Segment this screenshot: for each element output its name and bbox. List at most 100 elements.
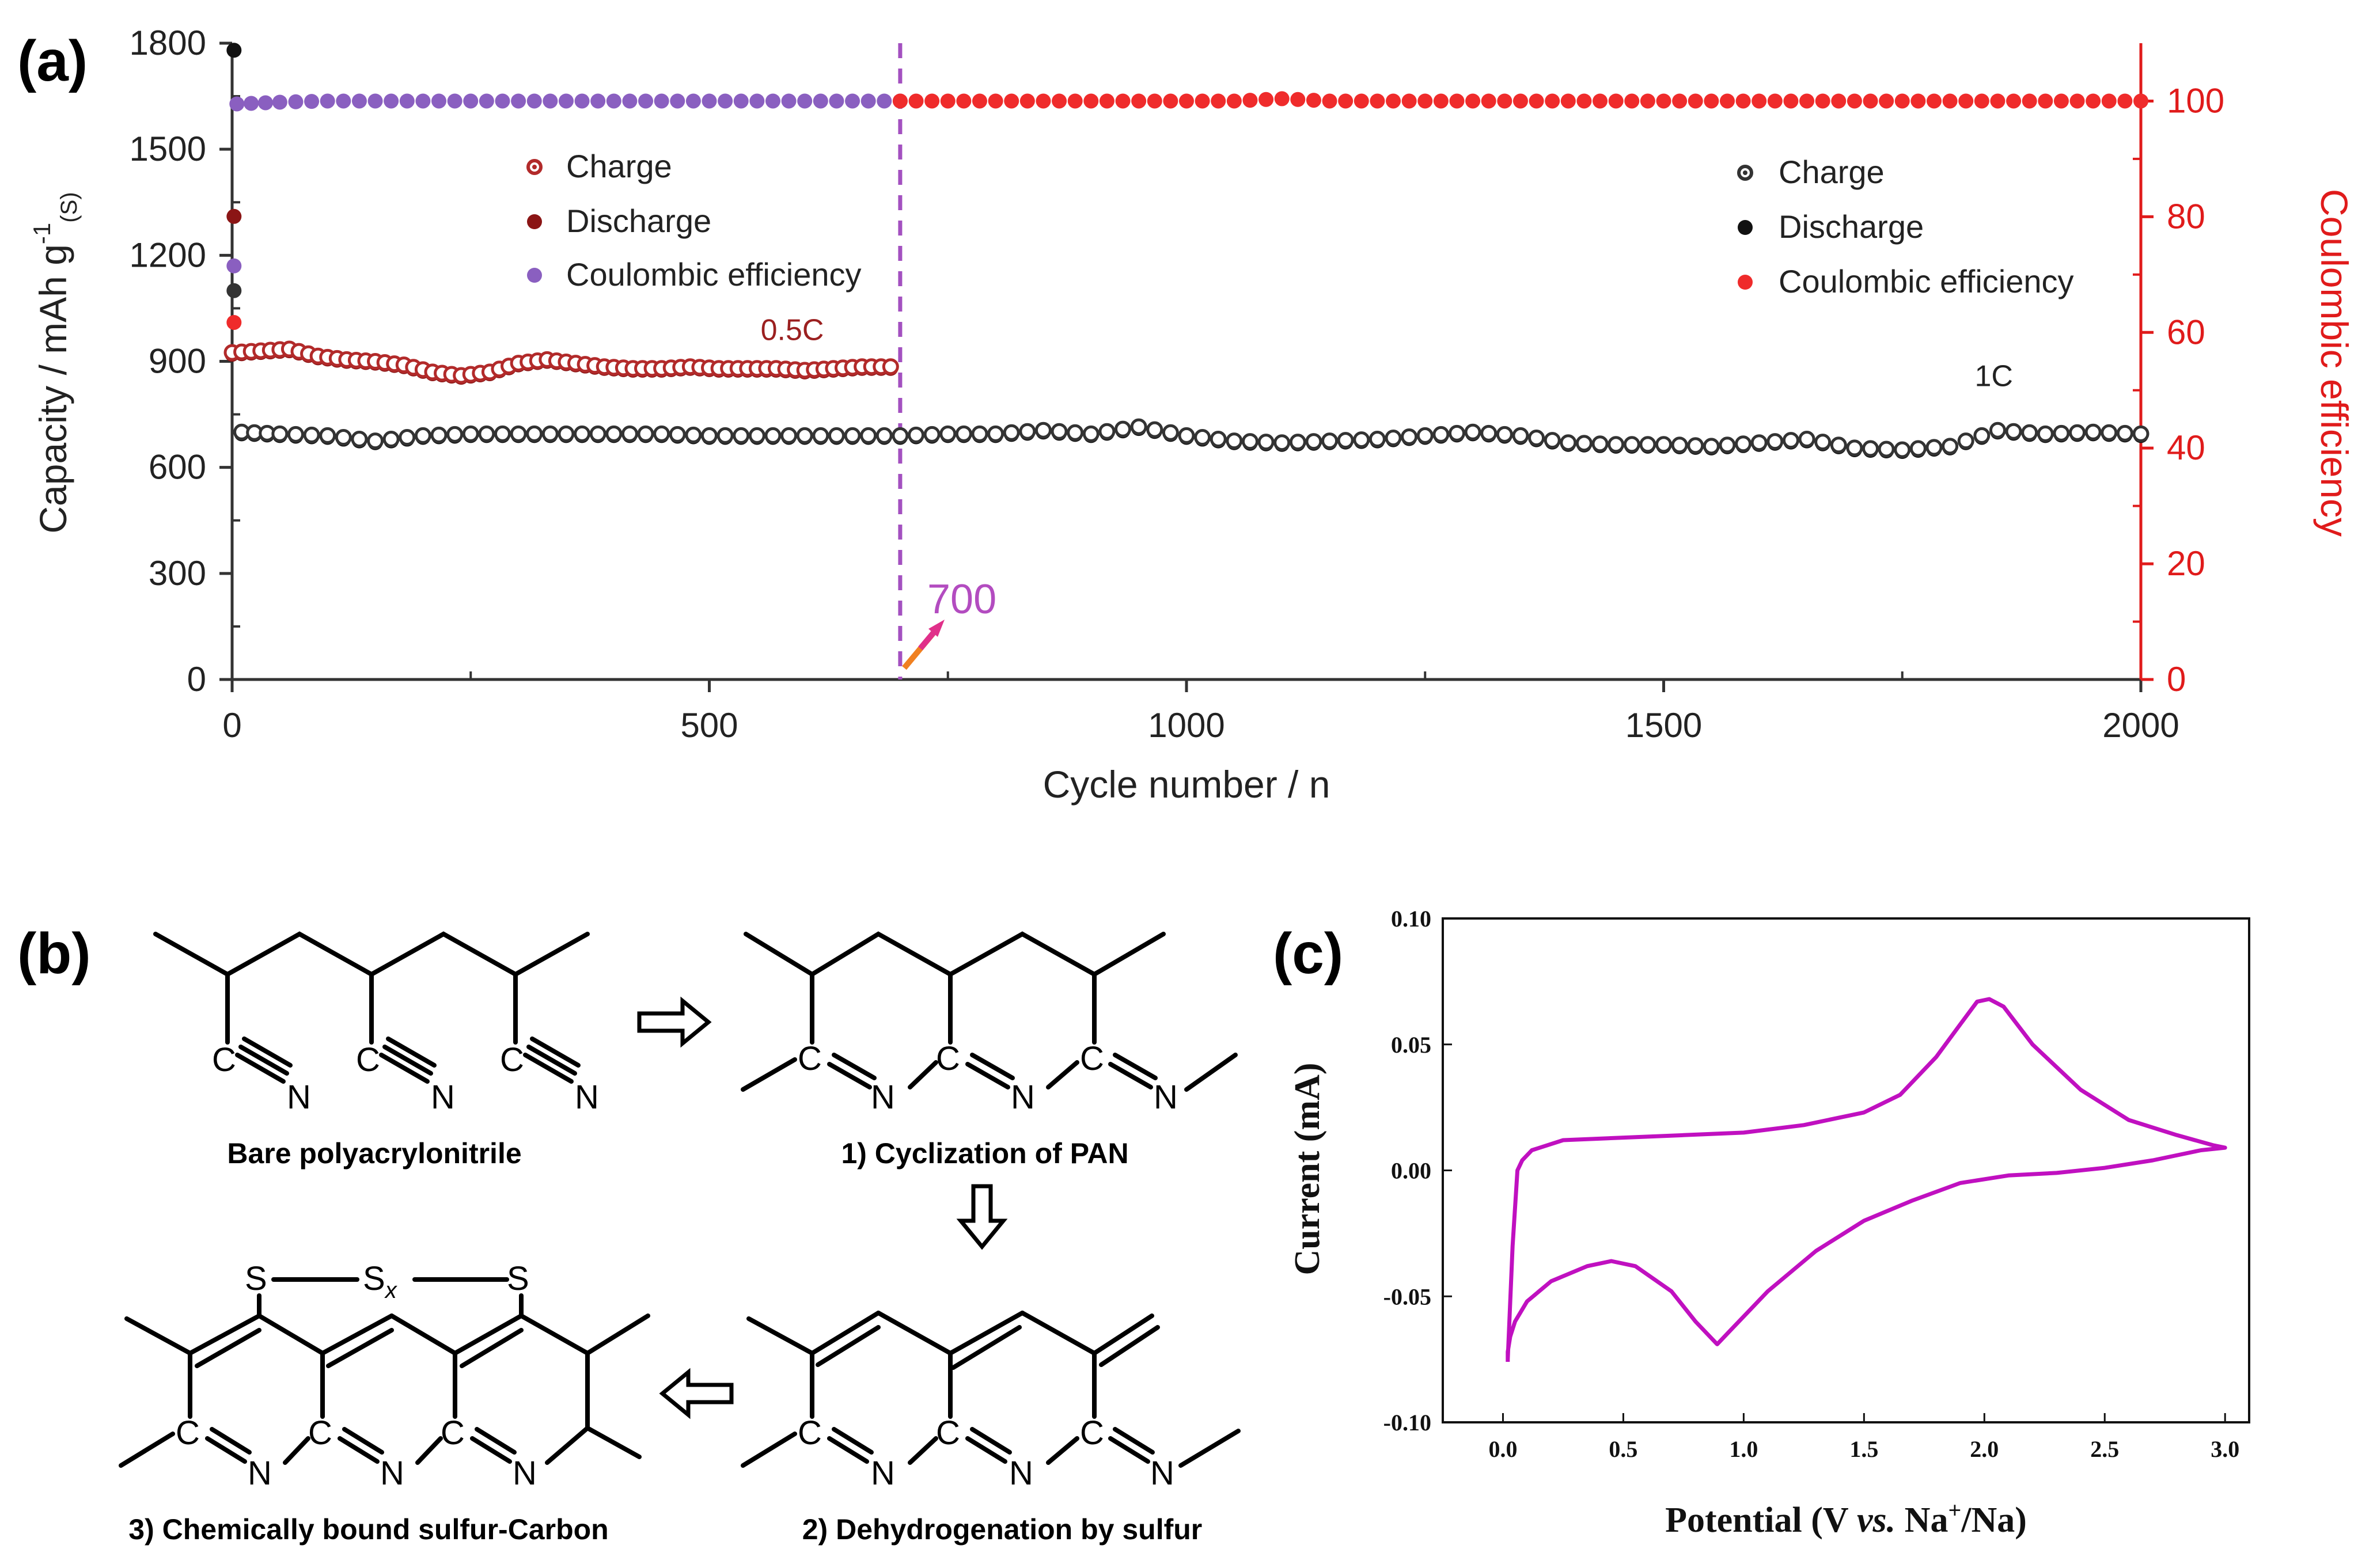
reaction-scheme: C C C N N N Bare polyacrylonitrile [119,931,1241,1546]
coulombic-efficiency-0-5c-point [813,93,828,109]
charge-1c-point [892,427,909,444]
coulombic-efficiency-1c-point [1163,93,1178,109]
y-tick-label: 0.00 [1391,1158,1431,1184]
coulombic-efficiency-1c-point [1465,93,1481,109]
charge-1c-point [1544,432,1561,449]
coulombic-efficiency-0-5c-point [463,93,479,109]
coulombic-efficiency-1c-point [1099,93,1114,109]
atom-c: C [1080,1414,1104,1452]
charge-1c-point [2021,424,2038,441]
caption-cyclization: 1) Cyclization of PAN [841,1137,1128,1170]
charge-1c-point [2116,424,2133,442]
charge-1c-point [1925,439,1943,456]
charge-1c-point [1735,435,1752,453]
charge-1c-point [558,425,575,442]
coulombic-efficiency-0-5c-point [638,93,654,109]
atom-c: C [356,1041,380,1079]
charge-1c-point [653,425,670,442]
charge-1c-point [1082,425,1100,442]
charge-1c-point [2132,425,2150,442]
atom-sx-sub: x [384,1278,398,1303]
charge-1c-point [971,425,988,442]
charge-1c-point [574,425,591,442]
y-tick-label-left: 300 [149,554,206,593]
coulombic-efficiency-1c-point [1783,93,1799,109]
coulombic-efficiency-1c-point [940,93,956,109]
coulombic-efficiency-1c-point [972,93,987,109]
charge-1c-point [908,426,925,443]
coulombic-efficiency-1c-point [1083,93,1099,109]
charge-1c-point [1830,436,1847,454]
axis-ticks [1443,917,2226,1423]
charge-1c-point [399,428,416,446]
x-axis-title: Cycle number / n [1043,763,1330,806]
caption-sulfur-carbon: 3) Chemically bound sulfur-Carbon [128,1513,608,1546]
charge-1c-point [1639,436,1656,453]
charge-1c-point [1655,436,1672,453]
atom-n: N [513,1455,537,1492]
charge-1c-point [701,427,718,444]
x-tick-label: 0.5 [1609,1436,1637,1462]
charge-1c-point [1130,418,1147,435]
coulombic-efficiency-1c-point [924,93,940,109]
coulombic-efficiency-1c-point [1322,93,1337,109]
coulombic-efficiency-1c-point [1067,93,1083,109]
plot-frame [1442,917,2250,1423]
cv-curve-chart: 0.0 0.5 1.0 1.5 2.0 2.5 3.0 -0.10 -0.05 0.00 0.05 0… [1288,906,2250,1540]
charge-1c-point [2005,423,2022,440]
coulombic-efficiency-1c-point [2117,93,2133,109]
panel-label-a: (a) [17,29,88,93]
coulombic-efficiency-0-5c-point [351,93,367,109]
coulombic-efficiency-0-5c-point [654,93,669,109]
coulombic-efficiency-1c-point [956,93,972,109]
coulombic-efficiency-1c-point [1815,93,1830,109]
x-axis-title-na: Na [1896,1501,1948,1540]
coulombic-efficiency-0-5c-point [845,93,860,109]
charge-1c-point [2101,424,2118,441]
atom-n: N [287,1079,311,1116]
coulombic-efficiency-1c-point [892,93,908,109]
legend-label-ce-1C: Coulombic efficiency [1779,263,2074,299]
coulombic-efficiency-1c-point [1560,93,1576,109]
coulombic-efficiency-1c-point [1290,92,1306,107]
charge-1c-point [1034,422,1052,439]
coulombic-efficiency-1c-point [1338,93,1354,109]
charge-1c-point [1512,427,1529,444]
charge-1c-point [717,427,734,444]
coulombic-efficiency-1c-point [1306,93,1321,108]
charge-1c-point [1241,433,1258,450]
coulombic-efficiency-0-5c-point [622,93,638,109]
coulombic-efficiency-0-5c-point [590,93,606,109]
coulombic-efficiency-0-5c-point [670,93,685,109]
initial-cycle-point [226,208,242,224]
y-axis-title-left: Capacity / mAh g-1(S) [28,192,82,533]
coulombic-efficiency-1c-point [1019,93,1035,109]
atom-sx: Sx [363,1260,398,1303]
charge-1c-point [1575,435,1593,452]
charge-1c-point [1608,436,1625,453]
charge-1c-point [764,427,782,444]
divider-arrow [902,620,945,670]
coulombic-efficiency-1c-point [1545,93,1560,109]
y-tick-label-right: 100 [2167,81,2224,120]
charge-1c-point [446,426,464,443]
atom-n: N [871,1455,895,1492]
coulombic-efficiency-0-5c-point [288,94,304,109]
atom-n: N [248,1455,272,1492]
charge-1c-point [1305,433,1322,450]
charge-1c-point [685,426,702,443]
coulombic-efficiency-1c-point [1195,93,1210,109]
coulombic-efficiency-1c-point [1052,93,1067,109]
legend-marker-discharge-05C [527,214,542,229]
coulombic-efficiency-0-5c-point [765,93,780,109]
charge-1c-point [1146,421,1163,438]
charge-1c-point [1973,427,1991,444]
atom-n: N [1011,1079,1035,1116]
arrow-down [956,1184,1008,1250]
charge-1c-point [733,427,750,444]
coulombic-efficiency-1c-point [1258,92,1274,107]
coulombic-efficiency-1c-point [1847,93,1862,109]
legend-label-discharge-05C: Discharge [566,203,711,239]
charge-1c-point [860,427,877,444]
atom-n: N [1009,1455,1033,1492]
